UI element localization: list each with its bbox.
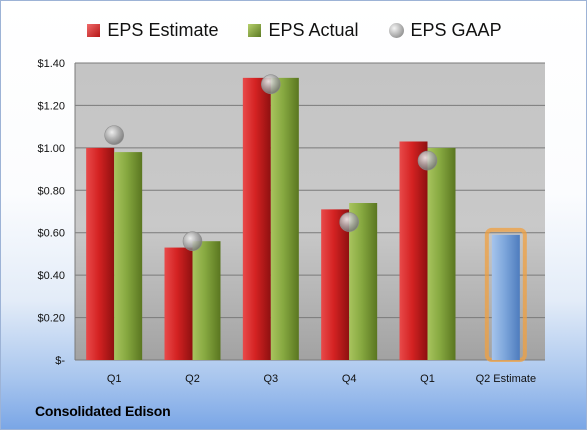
bar-actual xyxy=(270,77,299,360)
legend-label-gaap: EPS GAAP xyxy=(410,19,502,40)
y-tick-label: $0.60 xyxy=(37,228,65,240)
x-tick-label: Q1 xyxy=(420,373,435,385)
x-tick-label: Q3 xyxy=(263,373,278,385)
bar-actual xyxy=(192,241,221,360)
x-tick-label: Q2 xyxy=(185,373,200,385)
y-tick-label: $0.40 xyxy=(37,270,65,282)
legend-item-gaap: EPS GAAP xyxy=(388,19,502,41)
bar-estimate xyxy=(242,77,271,360)
gridlines xyxy=(74,62,545,361)
gaap-marker xyxy=(261,74,281,95)
gaap-markers xyxy=(104,74,438,251)
plot-area xyxy=(75,63,545,360)
legend-swatch-estimate xyxy=(87,23,101,37)
gaap-marker xyxy=(104,125,124,145)
y-tick-label: $1.20 xyxy=(37,100,65,112)
gaap-marker xyxy=(182,231,203,251)
chart-legend: EPS Estimate EPS Actual EPS GAAP xyxy=(1,17,586,43)
bar-estimate xyxy=(321,209,350,360)
bar-actual xyxy=(427,147,456,360)
gaap-marker xyxy=(339,212,359,232)
bar-estimate xyxy=(399,141,428,360)
x-tick-label: Q4 xyxy=(342,373,357,385)
legend-label-actual: EPS Actual xyxy=(268,19,359,40)
x-tick-label: Q1 xyxy=(107,373,122,385)
bars xyxy=(86,77,527,362)
legend-item-actual: EPS Actual xyxy=(248,19,359,41)
bar-estimate xyxy=(164,247,193,360)
bar-forecast xyxy=(491,234,520,360)
company-name: Consolidated Edison xyxy=(35,403,171,419)
y-axis-ticks: $- $0.20 $0.40 $0.60 $0.80 $1.00 $1.20 $1.40 xyxy=(37,58,65,367)
gaap-marker xyxy=(417,150,438,171)
legend-swatch-gaap xyxy=(388,22,404,38)
y-tick-label: $1.00 xyxy=(37,143,65,155)
y-tick-label: $- xyxy=(55,355,65,367)
legend-label-estimate: EPS Estimate xyxy=(107,19,219,40)
y-tick-label: $0.20 xyxy=(37,313,65,325)
legend-item-estimate: EPS Estimate xyxy=(87,20,218,41)
x-tick-label: Q2 Estimate xyxy=(476,373,537,385)
legend-swatch-actual xyxy=(248,23,262,37)
bar-estimate xyxy=(86,147,115,360)
x-axis-ticks: Q1 Q2 Q3 Q4 Q1 Q2 Estimate xyxy=(107,373,536,385)
y-tick-label: $0.80 xyxy=(37,185,65,197)
y-tick-label: $1.40 xyxy=(37,58,65,70)
bar-actual xyxy=(114,152,143,360)
